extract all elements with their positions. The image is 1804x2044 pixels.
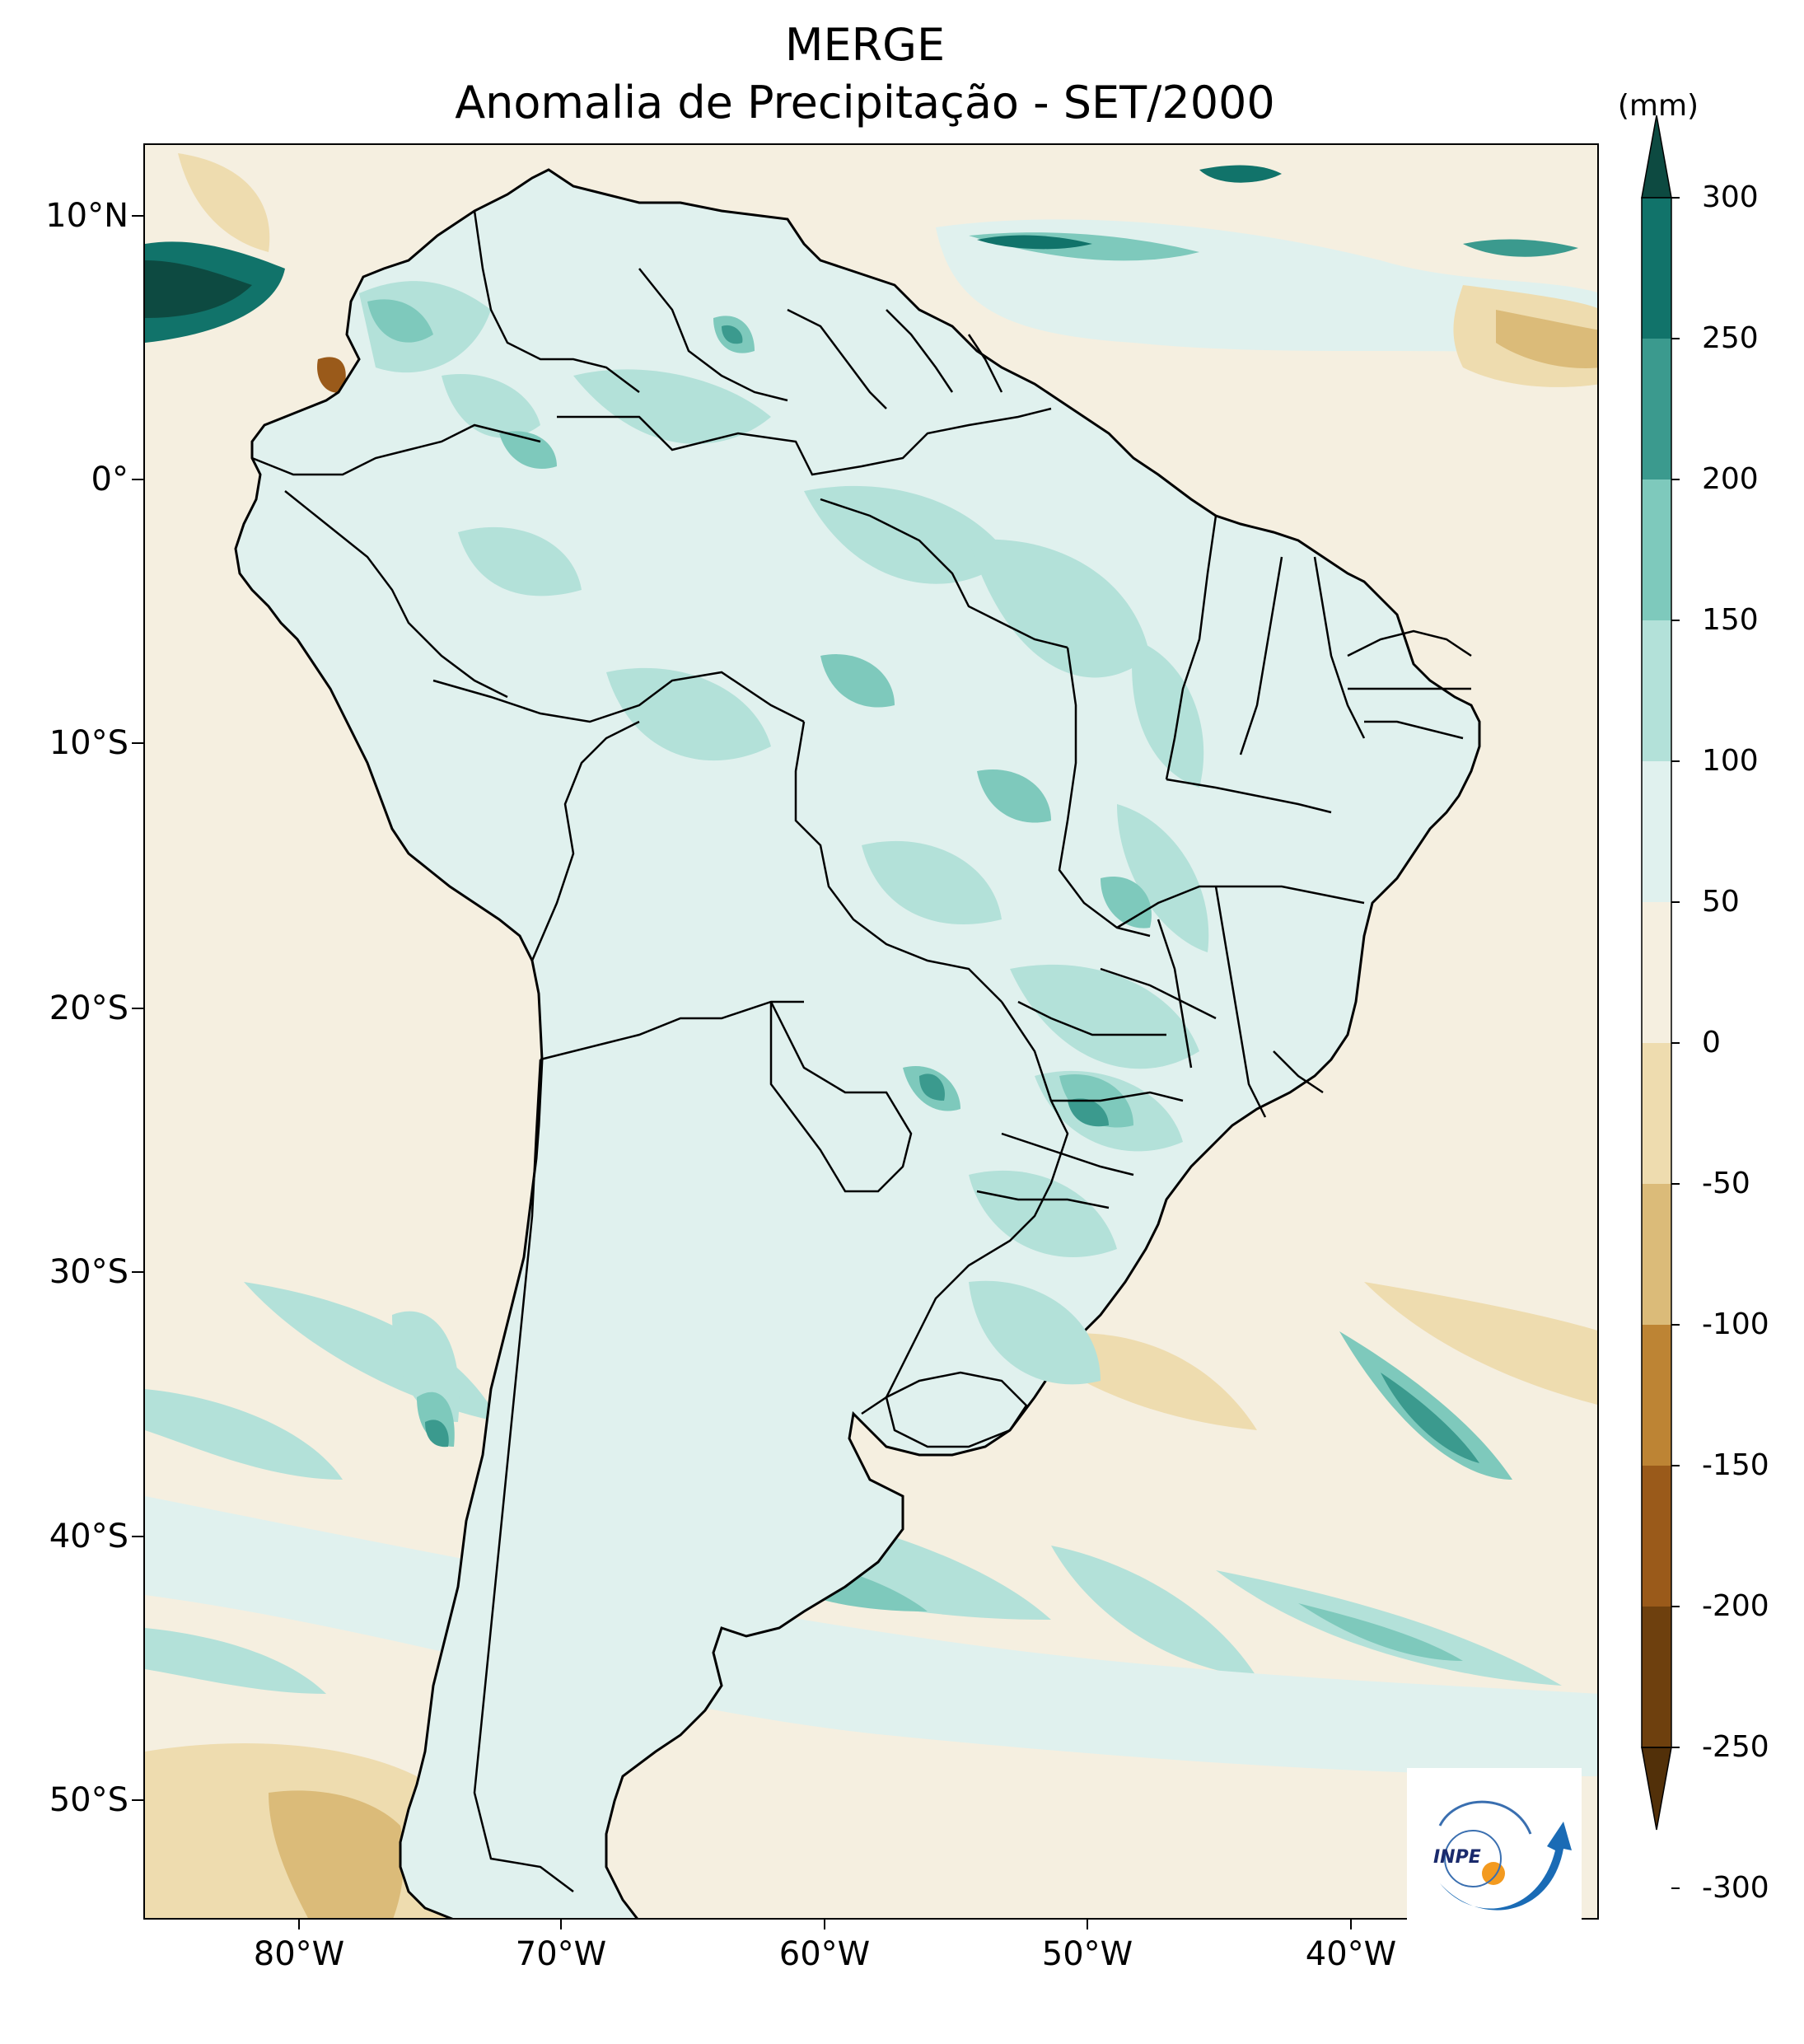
colorbar-extend-bottom <box>1641 1747 1672 1831</box>
map-title: MERGE <box>784 19 946 71</box>
lat-label: 50°S <box>49 1781 129 1819</box>
colorbar-label: 0 <box>1702 1026 1721 1059</box>
inpe-logo: INPE <box>1407 1768 1582 1939</box>
colorbar-extend-top <box>1641 115 1672 199</box>
colorbar-label: 100 <box>1702 744 1759 778</box>
colorbar-label: 200 <box>1702 462 1759 496</box>
lat-tick <box>132 215 143 217</box>
colorbar-label: 150 <box>1702 603 1759 637</box>
lon-label: 60°W <box>778 1935 871 1973</box>
lat-tick <box>132 1008 143 1009</box>
lat-tick <box>132 742 143 744</box>
colorbar-unit: (mm) <box>1617 89 1699 123</box>
lon-tick <box>1350 1920 1352 1929</box>
lat-label: 40°S <box>49 1518 129 1555</box>
lon-tick <box>824 1920 825 1929</box>
lon-label: 70°W <box>515 1935 607 1973</box>
colorbar-label: 300 <box>1702 180 1759 214</box>
political-borders <box>251 210 1472 1892</box>
lat-label: 30°S <box>49 1253 129 1291</box>
colorbar-band <box>1642 1043 1671 1184</box>
colorbar-band <box>1642 761 1671 902</box>
lon-tick <box>298 1920 300 1929</box>
colorbar-label: 250 <box>1702 321 1759 355</box>
colorbar-label: -250 <box>1702 1730 1769 1764</box>
lat-tick <box>132 1271 143 1273</box>
precipitation-anomaly-map <box>145 145 1597 1918</box>
colorbar-band <box>1642 479 1671 620</box>
map-subtitle: Anomalia de Precipitação - SET/2000 <box>455 77 1275 129</box>
lat-label: 20°S <box>49 989 129 1027</box>
lon-tick <box>560 1920 562 1929</box>
map-plot-area <box>143 143 1599 1920</box>
colorbar-label: -200 <box>1702 1589 1769 1623</box>
south-america-land <box>234 168 1481 1918</box>
lat-tick <box>132 1536 143 1537</box>
land-anomaly-darker <box>425 325 1109 1448</box>
colorbar <box>1641 115 1680 1889</box>
lat-label: 10°N <box>45 197 129 235</box>
colorbar-band <box>1642 1466 1671 1607</box>
colorbar-band <box>1642 1184 1671 1325</box>
colorbar-band <box>1642 339 1671 479</box>
lon-label: 40°W <box>1305 1935 1397 1973</box>
inpe-logo-text: INPE <box>1433 1847 1481 1868</box>
colorbar-band <box>1642 1325 1671 1466</box>
colorbar-label: 50 <box>1702 885 1740 919</box>
lat-tick <box>132 1799 143 1801</box>
colorbar-label: -150 <box>1702 1448 1769 1482</box>
lat-label: 10°S <box>49 724 129 762</box>
colorbar-band <box>1642 198 1671 339</box>
colorbar-label: -50 <box>1702 1167 1750 1200</box>
colorbar-outline <box>1641 197 1672 1748</box>
colorbar-band <box>1642 902 1671 1043</box>
lon-label: 50°W <box>1041 1935 1133 1973</box>
lon-tick <box>1087 1920 1088 1929</box>
lat-label: 0° <box>91 461 129 498</box>
colorbar-label: -100 <box>1702 1307 1769 1341</box>
colorbar-band <box>1642 1607 1671 1747</box>
lon-label: 80°W <box>253 1935 345 1973</box>
colorbar-label: -300 <box>1702 1871 1769 1905</box>
colorbar-band <box>1642 620 1671 761</box>
lat-tick <box>132 479 143 480</box>
